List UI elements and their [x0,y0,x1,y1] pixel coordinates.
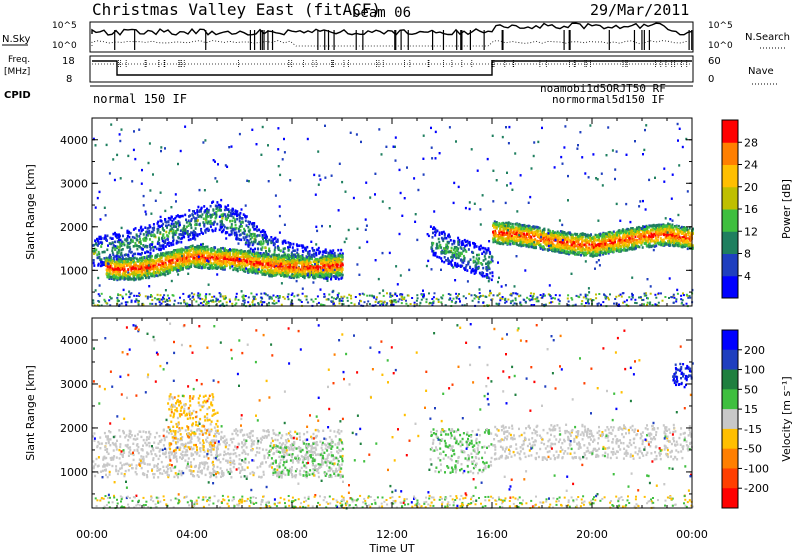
nave-label: Nave [748,66,774,77]
nsky-panel-frame [89,21,694,53]
freq-tick-top: 18 [62,56,75,67]
x-tick-label: 20:00 [576,528,608,541]
y-axis-label: Slant Range [km] [24,164,37,260]
panel-frame [91,117,693,307]
y-tick-label: 2000 [60,422,88,435]
colorbar-swatch [722,142,738,165]
colorbar-swatch [722,488,738,509]
y-tick-label: 1000 [60,264,88,277]
nsearch-tick-top: 10^5 [708,21,733,31]
cpid-label: CPID [4,90,31,101]
colorbar-swatch [722,120,738,143]
x-tick-label: 16:00 [476,528,508,541]
colorbar-swatch [722,330,738,351]
colorbar-tick-label: 28 [744,136,758,149]
x-tick-label: 00:00 [76,528,108,541]
colorbar-label: Power [dB] [780,179,793,239]
time-axis: 00:00 04:00 08:00 12:00 16:00 20:00 00:00 [76,528,708,541]
colorbar-tick-label: 4 [744,270,751,283]
freq-trace [92,60,692,76]
y-axis-label: Slant Range [km] [24,365,37,461]
colorbar-swatch [722,428,738,450]
nsky-label: N.Sky [2,34,30,45]
plot-title: Christmas Valley East (fitACF) [92,0,381,19]
colorbar-tick-label: 20 [744,181,758,194]
colorbar-tick-label: -15 [744,423,762,436]
x-tick-label: 08:00 [276,528,308,541]
colorbar-tick-label: -100 [744,462,769,475]
colorbar-swatch [722,275,738,299]
power-colorbar: 4 8 12 16 20 24 28 Power [dB] [721,119,793,299]
colorbar-swatch [722,468,738,489]
colorbar-tick-label: 16 [744,203,758,216]
freq-label-line2: [MHz] [4,67,30,77]
colorbar-label: Velocity [m s⁻¹] [780,376,793,461]
nsearch-tick-bottom: 10^0 [708,41,733,51]
y-tick-label: 2000 [60,221,88,234]
colorbar-swatch [722,186,738,210]
beam-label: beam 06 [352,5,411,21]
y-tick-label: 1000 [60,466,88,479]
freq-panel-frame [89,55,694,83]
colorbar-swatch [722,409,738,430]
nsky-tick-bottom: 10^0 [52,41,77,51]
colorbar-tick-label: 12 [744,225,758,238]
colorbar-swatch [722,389,738,410]
velocity-colorbar: 200 100 50 15 -15 -50 -100 -200 Velocity [m s⁻¹] [721,329,793,509]
x-tick-label: 12:00 [376,528,408,541]
colorbar-tick-label: -50 [744,443,762,456]
colorbar-swatch [722,349,738,371]
freq-label-line1: Freq. [8,55,30,65]
cpid-main: normal 150 IF [93,92,187,106]
colorbar-tick-label: -200 [744,482,769,495]
colorbar-swatch [722,253,738,277]
y-tick-label: 4000 [60,334,88,347]
colorbar-tick-label: 8 [744,248,751,261]
y-tick-label: 3000 [60,177,88,190]
nsearch-label: N.Search [745,32,790,43]
cpid-right-upper: noamobi1d5ORJT50 RF [540,82,666,95]
nsky-tick-top: 10^5 [52,21,77,31]
velocity-panel: 1000 2000 3000 4000 Slant Range [km] [24,317,694,510]
colorbar-swatch [722,448,738,469]
colorbar-tick-label: 24 [744,159,758,172]
colorbar-tick-label: 50 [744,383,758,396]
velocity-echo-cells [92,322,694,510]
nave-tick-bottom: 0 [708,74,714,85]
nave-tick-top: 60 [708,56,721,67]
nsky-trace [91,22,693,50]
colorbar-swatch [722,231,738,254]
power-echo-cells [92,122,694,308]
time-axis-label: Time UT [368,542,414,554]
colorbar-swatch [722,369,738,390]
y-tick-label: 4000 [60,134,88,147]
y-tick-label: 3000 [60,378,88,391]
colorbar-tick-label: 200 [744,344,765,357]
freq-tick-bottom: 8 [66,74,72,85]
cpid-right-lower: normormal5d150 IF [552,93,665,106]
x-tick-label: 00:00 [676,528,708,541]
colorbar-tick-label: 15 [744,403,758,416]
x-tick-label: 04:00 [176,528,208,541]
date-label: 29/Mar/2011 [590,1,689,19]
colorbar-tick-label: 100 [744,364,765,377]
colorbar-swatch [722,209,738,232]
power-panel: 1000 2000 3000 4000 Slant Range [km] [24,117,694,308]
colorbar-swatch [722,164,738,188]
